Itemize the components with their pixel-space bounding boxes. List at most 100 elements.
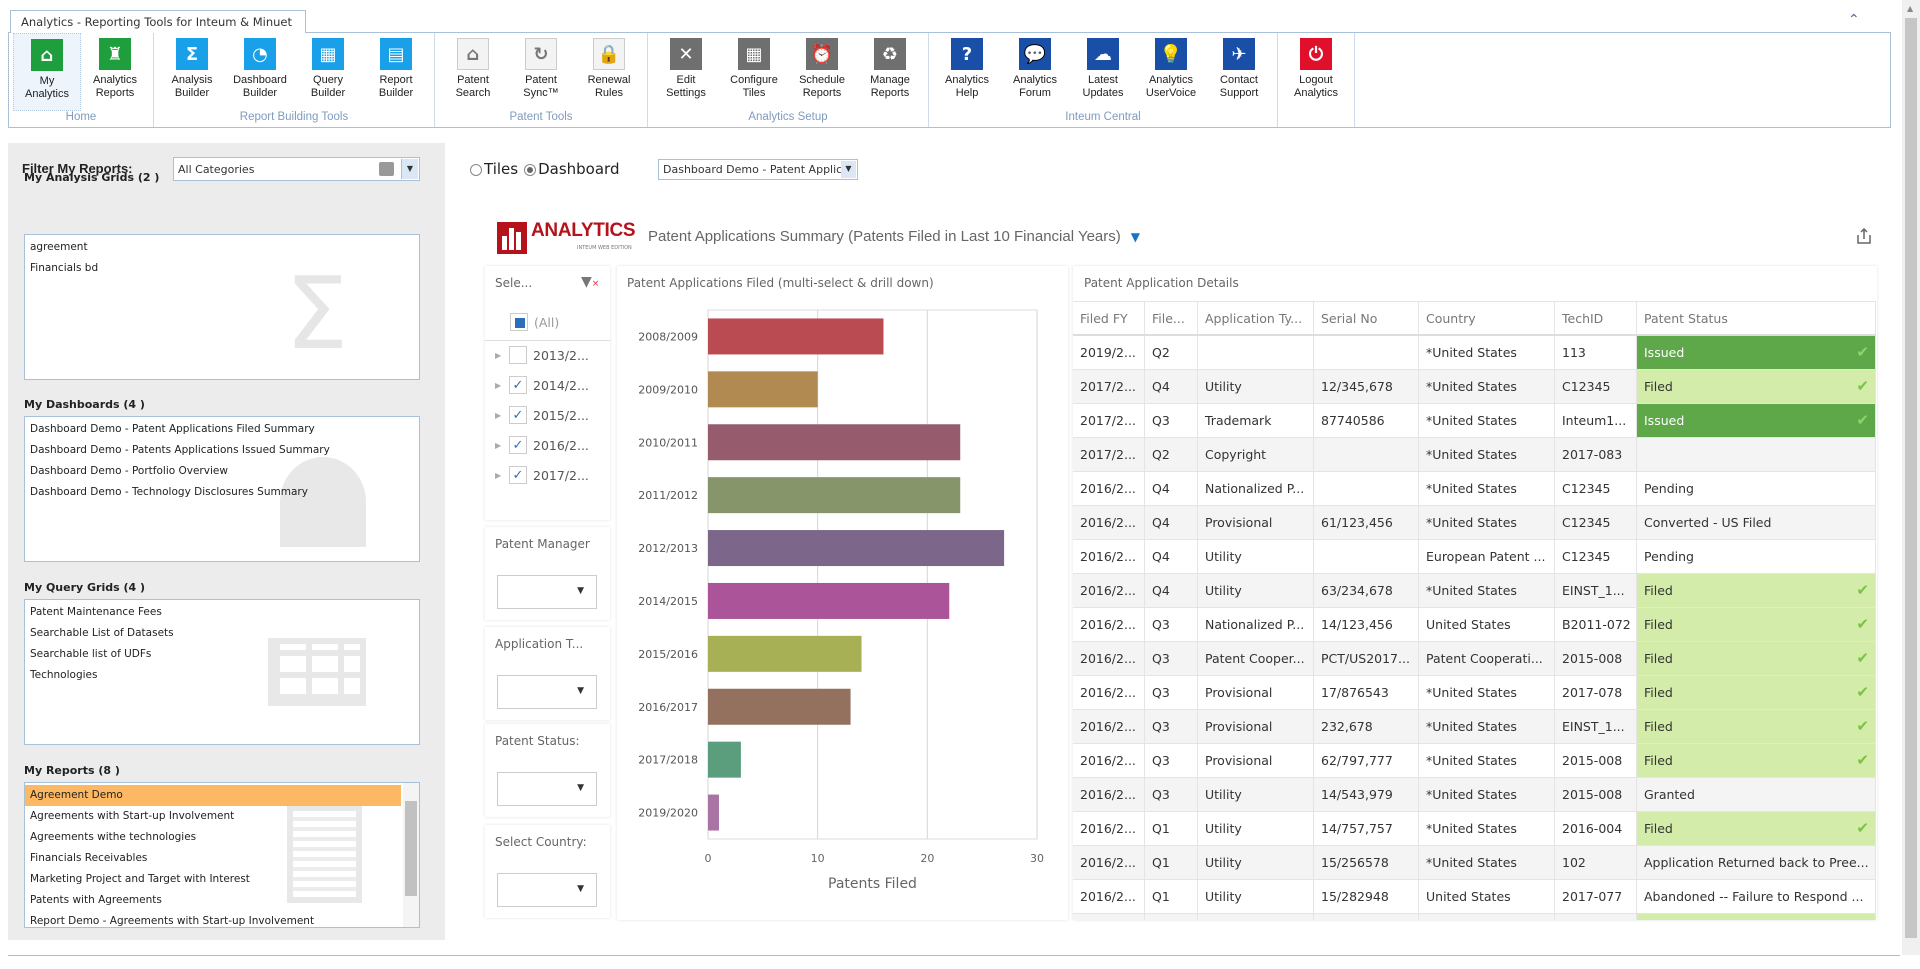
list-item[interactable]: Report Demo - Agreements with Start-up I…	[30, 915, 315, 927]
table-row[interactable]: 2016/2... Q4 Utility 63/234,678 *United Stat…	[1073, 574, 1876, 608]
bar-2008-2009[interactable]	[708, 318, 884, 355]
expand-icon[interactable]: ▶	[495, 440, 502, 450]
scrollbar-thumb[interactable]	[1905, 18, 1917, 938]
list-item[interactable]: Marketing Project and Target with Intere…	[30, 873, 250, 885]
year-checkbox-item[interactable]: ▶ ✓ 2016/2...	[495, 436, 589, 454]
list-item[interactable]: Dashboard Demo - Patent Applications Fil…	[30, 423, 315, 435]
export-icon[interactable]	[1856, 228, 1872, 244]
column-header-patent-status[interactable]: Patent Status	[1637, 302, 1876, 334]
dashboard-select[interactable]: Dashboard Demo - Patent Applic ▼	[658, 159, 858, 180]
list-item[interactable]: Financials bd	[30, 262, 99, 274]
query-builder-button[interactable]: ▦ Query Builder	[294, 33, 362, 111]
bar-2009-2010[interactable]	[708, 371, 818, 408]
year-checkbox-item[interactable]: ▶ ✓ 2015/2...	[495, 406, 589, 424]
table-row[interactable]: 2017/2... Q2 Copyright *United States 2017-0…	[1073, 438, 1876, 472]
list-item[interactable]: Dashboard Demo - Technology Disclosures …	[30, 486, 308, 498]
list-item[interactable]: Agreement Demo	[25, 785, 401, 806]
list-item[interactable]: Dashboard Demo - Portfolio Overview	[30, 465, 228, 477]
table-row[interactable]: 2016/2... Q4 Utility European Patent ... C12…	[1073, 540, 1876, 574]
table-row[interactable]: 2016/2... Q3 Provisional 232,678 *United Sta…	[1073, 710, 1876, 744]
checkbox[interactable]: ✓	[509, 466, 527, 484]
my-analytics-button[interactable]: ⌂ My Analytics	[13, 33, 81, 111]
table-row[interactable]: 2016/2... Q3 Patent Cooper... PCT/US2017...…	[1073, 642, 1876, 676]
schedule-reports-button[interactable]: ⏰ Schedule Reports	[788, 33, 856, 111]
reports-list-scrollbar[interactable]	[403, 783, 419, 927]
column-header-file[interactable]: File...	[1145, 302, 1198, 334]
filter-dropdown[interactable]: ▼	[497, 873, 597, 907]
table-row[interactable]: 2016/2... Q4 Provisional 61/123,456 *United …	[1073, 506, 1876, 540]
category-filter-select[interactable]: All Categories ▼	[173, 157, 420, 181]
bar-2011-2012[interactable]	[708, 477, 961, 514]
list-item[interactable]: agreement	[30, 241, 88, 253]
analysis-builder-button[interactable]: Σ Analysis Builder	[158, 33, 226, 111]
expand-icon[interactable]: ▶	[495, 410, 502, 420]
list-item[interactable]: Agreements with Start-up Involvement	[30, 810, 235, 822]
table-row[interactable]: 2019/2... Q2 *United States 113 Issued ✔	[1073, 336, 1876, 370]
table-row[interactable]: Filed✔	[1073, 914, 1876, 920]
list-item[interactable]: Patents with Agreements	[30, 894, 162, 906]
configure-tiles-button[interactable]: ▦ Configure Tiles	[720, 33, 788, 111]
table-row[interactable]: 2017/2... Q3 Trademark 87740586 *United Stat…	[1073, 404, 1876, 438]
checkbox[interactable]	[509, 346, 527, 364]
bar-2010-2011[interactable]	[708, 424, 961, 461]
dashboard-builder-button[interactable]: ◔ Dashboard Builder	[226, 33, 294, 111]
table-row[interactable]: 2016/2... Q1 Utility 15/282948 United States…	[1073, 880, 1876, 914]
table-row[interactable]: 2016/2... Q4 Nationalized P... *United Stat…	[1073, 472, 1876, 506]
column-header-serial-no[interactable]: Serial No	[1314, 302, 1419, 334]
analytics-help-button[interactable]: ? Analytics Help	[933, 33, 1001, 111]
list-item[interactable]: Technologies	[30, 669, 98, 681]
table-row[interactable]: 2016/2... Q1 Utility 14/757,757 *United Stat…	[1073, 812, 1876, 846]
table-row[interactable]: 2017/2... Q4 Utility 12/345,678 *United Stat…	[1073, 370, 1876, 404]
table-row[interactable]: 2016/2... Q3 Provisional 62/797,777 *United …	[1073, 744, 1876, 778]
bar-2019-2020[interactable]	[708, 794, 719, 831]
collapse-ribbon-icon[interactable]: ⌃	[1848, 12, 1860, 28]
list-item[interactable]: Financials Receivables	[30, 852, 148, 864]
filter-dropdown[interactable]: ▼	[497, 675, 597, 709]
column-header-country[interactable]: Country	[1419, 302, 1555, 334]
year-checkbox-item[interactable]: ▶ 2013/2...	[495, 346, 589, 364]
checkbox[interactable]: ✓	[509, 436, 527, 454]
bar-2016-2017[interactable]	[708, 688, 851, 725]
clear-filter-icon[interactable]: ▼×	[581, 274, 600, 290]
list-item[interactable]: Searchable list of UDFs	[30, 648, 152, 660]
filter-icon[interactable]: ▼	[1130, 229, 1140, 244]
contact-support-button[interactable]: ✈ Contact Support	[1205, 33, 1273, 111]
analytics-reports-button[interactable]: ♜ Analytics Reports	[81, 33, 149, 111]
expand-icon[interactable]: ▶	[495, 470, 502, 480]
select-all-checkbox[interactable]: (All)	[510, 313, 559, 331]
tiles-radio[interactable]: Tiles	[470, 160, 518, 178]
manage-reports-button[interactable]: ♻ Manage Reports	[856, 33, 924, 111]
column-header-application-ty[interactable]: Application Ty...	[1198, 302, 1314, 334]
patents-filed-bar-chart[interactable]: 0 10 20 30 2008/2009 2009/2010 2010/2011 2011/2…	[617, 266, 1068, 920]
filter-dropdown[interactable]: ▼	[497, 772, 597, 806]
list-item[interactable]: Searchable List of Datasets	[30, 627, 174, 639]
expand-icon[interactable]: ▶	[495, 380, 502, 390]
list-item[interactable]: Patent Maintenance Fees	[30, 606, 162, 618]
table-row[interactable]: 2016/2... Q1 Utility 15/256578 *United State…	[1073, 846, 1876, 880]
column-header-techid[interactable]: TechID	[1555, 302, 1637, 334]
expand-icon[interactable]: ▶	[495, 350, 502, 360]
bar-2017-2018[interactable]	[708, 741, 741, 778]
scrollbar-thumb[interactable]	[405, 801, 417, 896]
bar-2015-2016[interactable]	[708, 635, 862, 672]
edit-settings-button[interactable]: ✕ Edit Settings	[652, 33, 720, 111]
table-row[interactable]: 2016/2... Q3 Provisional 17/876543 *United S…	[1073, 676, 1876, 710]
filter-dropdown[interactable]: ▼	[497, 575, 597, 609]
bar-2014-2015[interactable]	[708, 582, 950, 619]
patent-search-button[interactable]: ⌂ Patent Search	[439, 33, 507, 111]
analytics-forum-button[interactable]: 💬 Analytics Forum	[1001, 33, 1069, 111]
latest-updates-button[interactable]: ☁ Latest Updates	[1069, 33, 1137, 111]
tags-icon[interactable]	[379, 162, 394, 176]
chevron-down-icon[interactable]: ▼	[841, 161, 856, 178]
page-scrollbar[interactable]: ▲	[1902, 0, 1920, 955]
checkbox[interactable]: ✓	[509, 406, 527, 424]
renewal-rules-button[interactable]: 🔒 Renewal Rules	[575, 33, 643, 111]
dashboard-radio[interactable]: Dashboard	[524, 160, 619, 178]
checkbox[interactable]: ✓	[509, 376, 527, 394]
year-checkbox-item[interactable]: ▶ ✓ 2017/2...	[495, 466, 589, 484]
list-item[interactable]: Dashboard Demo - Patents Applications Is…	[30, 444, 330, 456]
table-row[interactable]: 2016/2... Q3 Nationalized P... 14/123,456 Un…	[1073, 608, 1876, 642]
column-header-filed-fy[interactable]: Filed FY	[1073, 302, 1145, 334]
table-row[interactable]: 2016/2... Q3 Utility 14/543,979 *United Stat…	[1073, 778, 1876, 812]
ribbon-tab[interactable]: Analytics - Reporting Tools for Inteum &…	[10, 10, 306, 33]
